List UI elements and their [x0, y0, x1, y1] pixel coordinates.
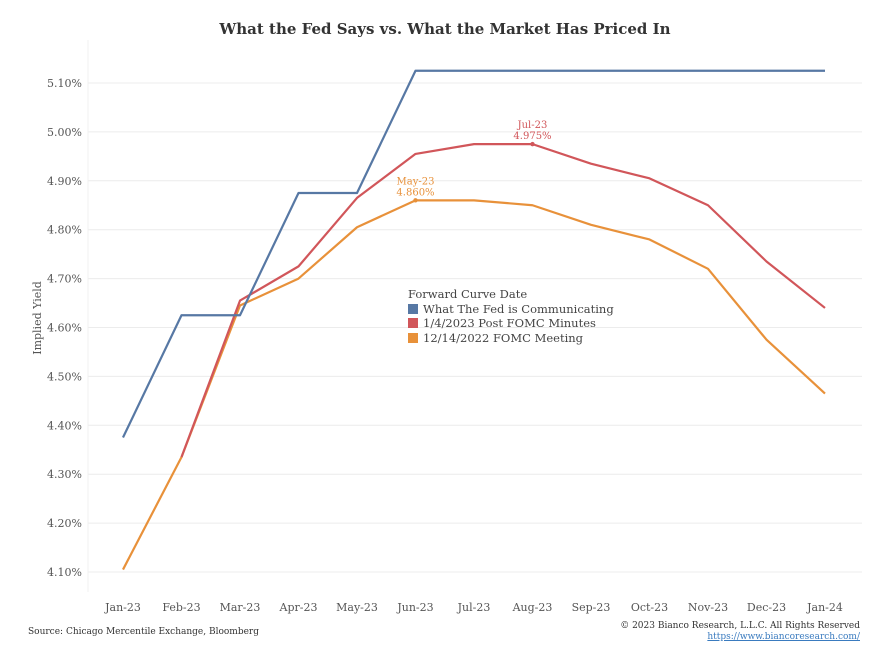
x-tick-label: May-23	[336, 601, 378, 614]
legend-swatch	[408, 318, 418, 329]
x-tick-label: Jan-24	[806, 601, 843, 614]
annotation-label: May-23	[397, 176, 435, 187]
annotation-value: 4.975%	[513, 131, 551, 142]
legend-swatch	[408, 332, 418, 343]
legend-label: 12/14/2022 FOMC Meeting	[423, 330, 584, 345]
series-line-2	[122, 199, 826, 571]
series-line-0	[122, 69, 825, 438]
y-tick-label: 4.70%	[47, 273, 82, 286]
legend-label: 1/4/2023 Post FOMC Minutes	[423, 316, 596, 330]
x-tick-label: Aug-23	[512, 601, 553, 614]
chart-title: What the Fed Says vs. What the Market Ha…	[219, 20, 671, 38]
annotation-point	[413, 198, 418, 203]
x-tick-label: Mar-23	[220, 601, 261, 614]
x-tick-label: Jan-23	[104, 601, 141, 614]
y-tick-label: 4.80%	[47, 224, 82, 237]
legend-swatch	[408, 303, 418, 314]
x-tick-label: Nov-23	[688, 601, 728, 614]
x-tick-label: Sep-23	[572, 601, 611, 614]
x-tick-label: Jul-23	[457, 601, 491, 614]
y-tick-label: 4.60%	[47, 322, 82, 335]
x-tick-label: Feb-23	[162, 601, 200, 614]
copyright-text: © 2023 Bianco Research, L.L.C. All Right…	[620, 621, 860, 631]
y-tick-label: 4.20%	[47, 517, 82, 530]
legend-item-post-fomc[interactable]: 1/4/2023 Post FOMC Minutes	[408, 316, 614, 331]
y-tick-label: 4.50%	[47, 370, 82, 383]
y-axis-label: Implied Yield	[31, 281, 44, 355]
series-line-1	[180, 143, 826, 458]
x-tick-label: Jun-23	[396, 601, 433, 614]
x-tick-label: Oct-23	[631, 601, 668, 614]
annotation-point	[530, 141, 535, 147]
y-tick-label: 4.90%	[47, 175, 82, 188]
y-tick-label: 5.00%	[47, 126, 82, 139]
annotation-value: 4.860%	[396, 187, 434, 198]
annotation-label: Jul-23	[517, 120, 548, 131]
y-tick-label: 4.30%	[47, 468, 82, 481]
website-link[interactable]: https://www.biancoresearch.com/	[707, 632, 860, 642]
y-tick-label: 5.10%	[47, 77, 82, 90]
legend-item-fed[interactable]: What The Fed is Communicating	[408, 302, 614, 317]
y-tick-label: 4.10%	[47, 566, 82, 579]
legend-label: What The Fed is Communicating	[423, 301, 614, 316]
legend-item-fomc-meeting[interactable]: 12/14/2022 FOMC Meeting	[408, 331, 614, 346]
copyright: © 2023 Bianco Research, L.L.C. All Right…	[620, 621, 860, 643]
x-tick-label: Dec-23	[747, 601, 786, 614]
y-tick-label: 4.40%	[47, 419, 82, 432]
legend: Forward Curve Date What The Fed is Commu…	[408, 287, 614, 345]
legend-title: Forward Curve Date	[408, 287, 528, 301]
x-tick-label: Apr-23	[279, 601, 318, 614]
source-note: Source: Chicago Mercentile Exchange, Blo…	[28, 627, 259, 637]
